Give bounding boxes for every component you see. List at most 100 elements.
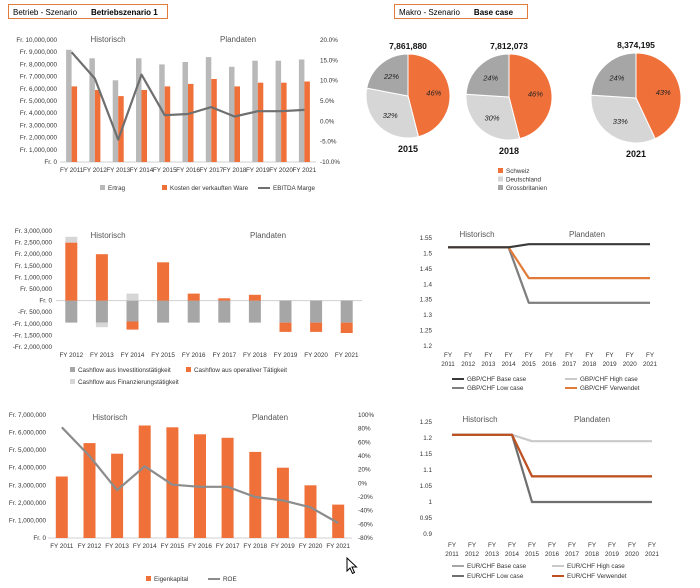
gbp-x-tick: FY (626, 352, 635, 359)
cashflow-bar-investition (157, 300, 170, 323)
income-x-tick: FY 2012 (83, 167, 107, 174)
cashflow-x-tick: FY 2021 (335, 352, 359, 359)
equity-x-tick: FY 2020 (299, 543, 323, 550)
gbp-x-tick: FY (464, 352, 473, 359)
eur-x-tick: FY (628, 542, 637, 549)
equity-x-tick: FY 2014 (133, 543, 157, 550)
pie-slice-schweiz (635, 52, 682, 140)
cashflow-y-tick: Fr. 0 (39, 298, 52, 305)
gbp-x-tick: 2020 (623, 361, 638, 368)
pie-legend-grossbritanien-key (498, 185, 503, 190)
equity-y2-tick: 20% (358, 467, 371, 474)
eur-x-tick: 2012 (465, 551, 480, 558)
eur-x-tick: FY (528, 542, 537, 549)
gbp-x-tick: FY (525, 352, 534, 359)
pie-slice-deutschland (365, 87, 420, 139)
cashflow-y-tick: -Fr. 1,000,000 (13, 321, 53, 328)
gbp-y-tick: 1.25 (420, 328, 433, 335)
eur-y-tick: 1 (428, 499, 432, 506)
gbp-x-tick: FY (565, 352, 574, 359)
income-y-tick: Fr. 1,000,000 (20, 147, 58, 154)
mouse-cursor-icon (346, 557, 358, 575)
income-bar-ertrag (112, 80, 119, 162)
cashflow-bar-operativ (310, 322, 323, 332)
eur-legend-low-label: EUR/CHF Low case (467, 573, 524, 580)
pie-legend-deutschland-key (498, 176, 503, 182)
equity-bar (304, 485, 317, 538)
income-bar-kosten (211, 79, 217, 162)
income-bar-ertrag (136, 58, 142, 162)
pie-slice-label: 24% (608, 74, 624, 83)
income-bar-kosten (71, 86, 78, 162)
gbp-x-tick: FY (444, 352, 453, 359)
equity-bar (55, 476, 68, 538)
cashflow-x-tick: FY 2012 (59, 352, 83, 359)
eur-x-tick: FY (468, 542, 477, 549)
cashflow-bar-investition (279, 300, 292, 323)
macro-value[interactable]: Base case (473, 8, 514, 17)
pie-slice-grossbritanien (465, 53, 510, 98)
cashflow-bar-finanzierung (126, 293, 139, 301)
equity-y2-tick: 0% (358, 480, 368, 487)
gbp-x-tick: 2012 (461, 361, 476, 368)
gbp-x-tick: 2016 (542, 361, 557, 368)
income-y-tick: Fr. 2,000,000 (20, 135, 58, 142)
gbp-y-tick: 1.4 (423, 281, 432, 288)
income-y-tick: Fr. 8,000,000 (20, 61, 58, 68)
gbp-x-tick: FY (545, 352, 554, 359)
eur-x-tick: FY (508, 542, 517, 549)
eur-x-tick: FY (548, 542, 557, 549)
income-section-plandaten: Plandaten (220, 35, 256, 44)
eur-y-tick: 1.2 (423, 435, 432, 442)
equity-x-tick: FY 2021 (326, 543, 350, 550)
income-x-tick: FY 2016 (176, 167, 200, 174)
cashflow-y-tick: Fr. 2,000,000 (15, 251, 53, 258)
scenario-value[interactable]: Betriebszenario 1 (91, 8, 158, 17)
scenario-header-macro: Makro - Szenario Base case (394, 4, 528, 19)
income-ebitda-line (70, 51, 305, 141)
eur-y-tick: 1.05 (420, 483, 433, 490)
cashflow-section-plandaten: Plandaten (250, 231, 286, 240)
income-bar-kosten (281, 82, 287, 162)
eur-legend-verwendet-label: EUR/CHF Verwendet (567, 573, 627, 580)
pie-slice-deutschland (590, 94, 656, 144)
gbp-x-tick: FY (585, 352, 594, 359)
equity-y-tick: Fr. 0 (33, 535, 46, 542)
eur-x-tick: 2018 (585, 551, 600, 558)
cashflow-x-tick: FY 2020 (304, 352, 328, 359)
cashflow-bar-operativ (95, 254, 108, 301)
income-y-tick: Fr. 9,000,000 (20, 49, 58, 56)
pie-slice-schweiz (508, 53, 553, 140)
pie-slice-label: 24% (482, 74, 498, 83)
cashflow-y-tick: Fr. 500,000 (20, 286, 52, 293)
income-bar-kosten (304, 81, 310, 162)
pie-total: 7,861,880 (389, 41, 427, 51)
eur-x-tick: FY (588, 542, 597, 549)
income-bar-kosten (257, 82, 264, 162)
eur-x-tick: 2021 (645, 551, 660, 558)
cashflow-x-tick: FY 2016 (182, 352, 206, 359)
equity-bar (138, 425, 151, 538)
cashflow-bar-investition (65, 300, 78, 323)
cashflow-x-tick: FY 2017 (212, 352, 236, 359)
eur-x-tick: 2013 (485, 551, 500, 558)
cashflow-x-tick: FY 2019 (274, 352, 298, 359)
gbp-x-tick: 2017 (562, 361, 577, 368)
gbp-y-tick: 1.35 (420, 297, 433, 304)
income-y-tick: Fr. 0 (44, 159, 57, 166)
gbp-x-tick: FY (484, 352, 493, 359)
equity-roe-line (61, 426, 339, 524)
income-y2-tick: 10.0% (320, 78, 338, 85)
gbp-section-plandaten: Plandaten (569, 230, 605, 239)
eur-line-low (452, 433, 652, 504)
equity-y-tick: Fr. 7,000,000 (9, 412, 47, 419)
equity-y2-tick: -40% (358, 508, 373, 515)
gbp-line-verwendet (448, 246, 650, 280)
gbp-x-tick: 2011 (441, 361, 455, 368)
income-x-tick: FY 2019 (246, 167, 270, 174)
equity-bar (83, 443, 96, 538)
eur-section-plandaten: Plandaten (574, 415, 610, 424)
equity-bar (249, 451, 262, 538)
income-x-tick: FY 2020 (269, 167, 293, 174)
macro-label: Makro - Szenario (399, 8, 460, 17)
